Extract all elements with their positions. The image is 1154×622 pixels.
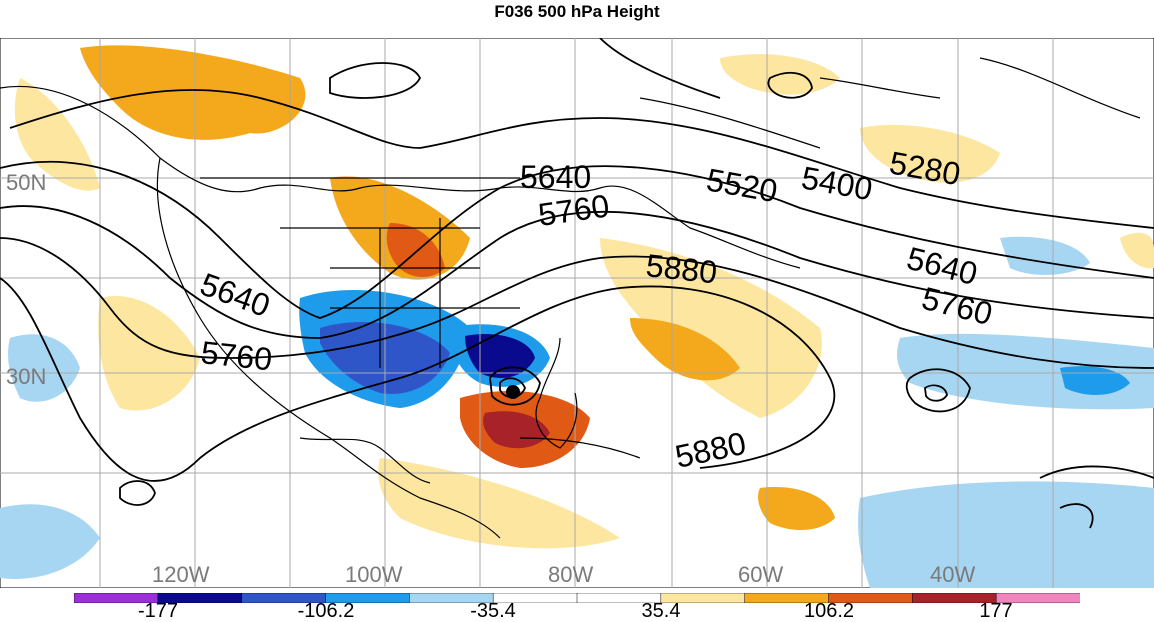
colorbar-label: -177	[137, 600, 179, 622]
colorbar-swatches	[73, 592, 1081, 604]
colorbar-labels: -177 -106.2 -35.4 35.4 106.2 177	[0, 600, 1154, 622]
colorbar-label: -106.2	[297, 600, 355, 622]
colorbar-label: 177	[979, 600, 1013, 622]
lon-label: 120W	[152, 562, 210, 587]
coastlines	[0, 57, 1141, 539]
contour-label: 5880	[644, 247, 719, 290]
lon-label: 40W	[930, 562, 975, 587]
longitude-labels: 120W 100W 80W 60W 40W	[152, 562, 975, 587]
latitude-labels: 50N 30N	[6, 170, 46, 389]
lon-label: 60W	[738, 562, 783, 587]
lat-label: 30N	[6, 364, 46, 389]
colorbar-label: 35.4	[641, 600, 681, 622]
height-contours	[0, 38, 1154, 529]
storm-center-marker	[506, 385, 520, 399]
contour-label: 5760	[199, 334, 274, 377]
colorbar-label: 106.2	[803, 600, 855, 622]
lat-label: 50N	[6, 170, 46, 195]
colorbar-label: -35.4	[470, 600, 516, 622]
map-title: F036 500 hPa Height	[494, 2, 660, 21]
map-panel: 5640 5520 5400 5280 5760 5880 5640 5760 …	[0, 38, 1154, 588]
anomaly-map: 5640 5520 5400 5280 5760 5880 5640 5760 …	[0, 38, 1154, 588]
lon-label: 80W	[548, 562, 593, 587]
grid-lines	[0, 38, 1154, 588]
colorbar	[73, 590, 1081, 604]
contour-label: 5640	[520, 159, 591, 195]
lon-label: 100W	[345, 562, 403, 587]
